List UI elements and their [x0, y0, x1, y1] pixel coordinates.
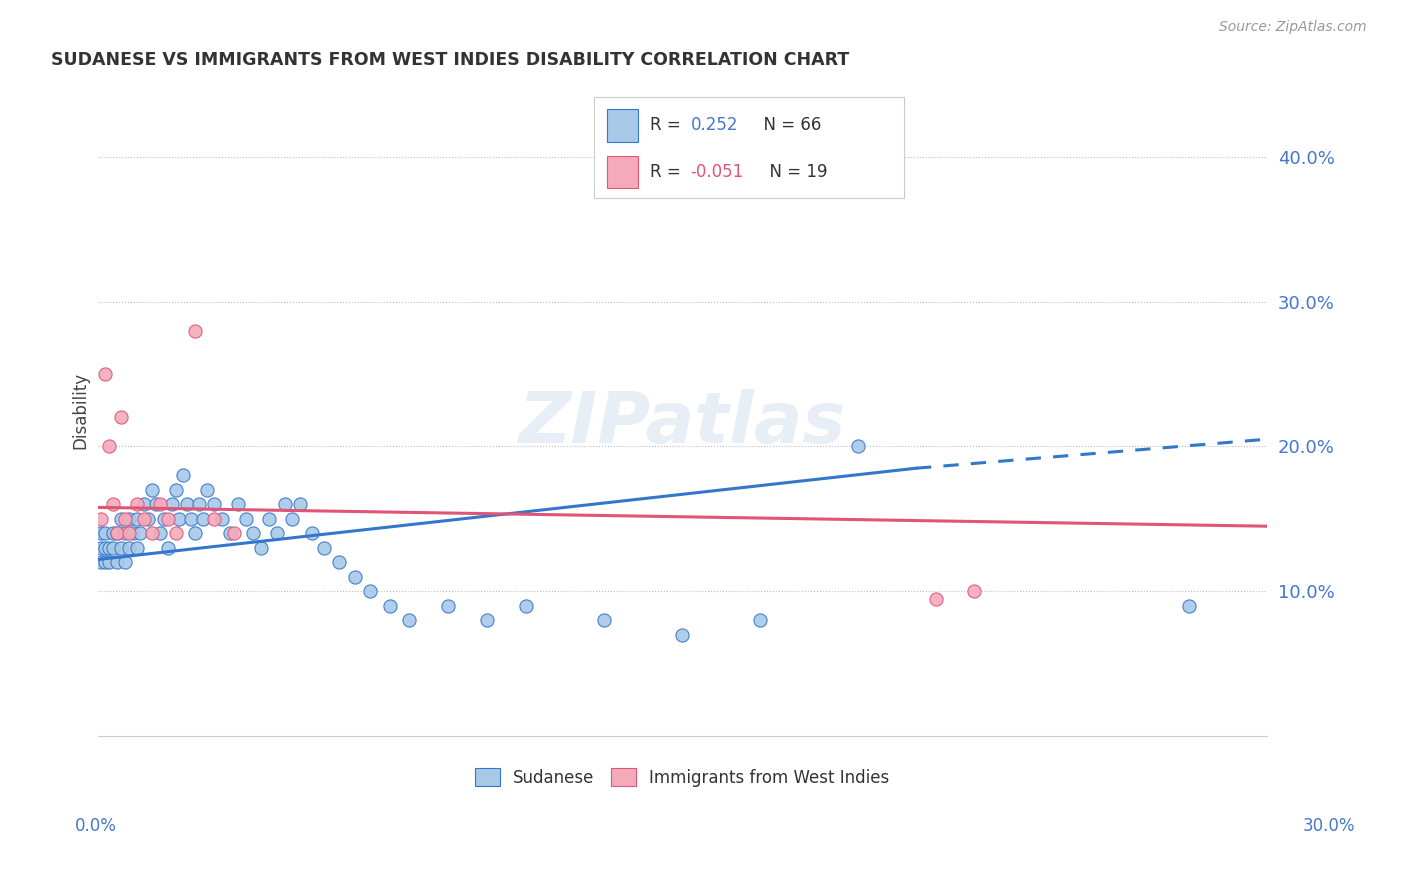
Point	[235, 512, 257, 526]
Point	[343, 570, 366, 584]
Point	[110, 512, 132, 526]
Point	[160, 498, 183, 512]
Legend: Sudanese, Immigrants from West Indies: Sudanese, Immigrants from West Indies	[468, 762, 896, 793]
Text: ZIPatlas: ZIPatlas	[519, 389, 846, 458]
Point	[149, 498, 172, 512]
Text: 30.0%: 30.0%	[1302, 817, 1355, 835]
Point	[191, 512, 214, 526]
Point	[114, 556, 136, 570]
Point	[153, 512, 176, 526]
Point	[145, 498, 167, 512]
Point	[149, 526, 172, 541]
Point	[90, 556, 112, 570]
Point	[257, 512, 280, 526]
Point	[204, 512, 226, 526]
Text: SUDANESE VS IMMIGRANTS FROM WEST INDIES DISABILITY CORRELATION CHART: SUDANESE VS IMMIGRANTS FROM WEST INDIES …	[51, 51, 849, 69]
Point	[94, 367, 117, 381]
Point	[301, 526, 323, 541]
Point	[273, 498, 295, 512]
Point	[378, 599, 401, 613]
Point	[101, 526, 124, 541]
Point	[165, 483, 187, 497]
Point	[94, 556, 117, 570]
Point	[219, 526, 242, 541]
Point	[125, 512, 148, 526]
Point	[195, 483, 218, 497]
Point	[226, 498, 249, 512]
Point	[134, 498, 156, 512]
Point	[312, 541, 335, 555]
Point	[98, 556, 121, 570]
Point	[477, 614, 499, 628]
Point	[114, 526, 136, 541]
Point	[924, 591, 946, 606]
Point	[105, 556, 128, 570]
Point	[281, 512, 304, 526]
Point	[211, 512, 233, 526]
Point	[141, 526, 163, 541]
Point	[176, 498, 198, 512]
Point	[963, 584, 986, 599]
Point	[110, 410, 132, 425]
Point	[98, 541, 121, 555]
Point	[134, 512, 156, 526]
Point	[94, 541, 117, 555]
Point	[172, 468, 194, 483]
Point	[169, 512, 191, 526]
Point	[105, 526, 128, 541]
Text: Source: ZipAtlas.com: Source: ZipAtlas.com	[1219, 21, 1367, 34]
Point	[129, 526, 152, 541]
Point	[398, 614, 420, 628]
Point	[204, 498, 226, 512]
Point	[846, 440, 869, 454]
Point	[118, 512, 141, 526]
Point	[125, 498, 148, 512]
Point	[136, 512, 159, 526]
Point	[180, 512, 202, 526]
Point	[114, 512, 136, 526]
Point	[105, 526, 128, 541]
Point	[266, 526, 288, 541]
Point	[1178, 599, 1201, 613]
Point	[90, 541, 112, 555]
Text: 0.0%: 0.0%	[75, 817, 117, 835]
Point	[437, 599, 460, 613]
Point	[118, 541, 141, 555]
Point	[90, 526, 112, 541]
Point	[222, 526, 245, 541]
Point	[110, 541, 132, 555]
Point	[593, 614, 616, 628]
Point	[118, 526, 141, 541]
Point	[184, 526, 207, 541]
Point	[749, 614, 772, 628]
Point	[101, 498, 124, 512]
Point	[125, 541, 148, 555]
Point	[165, 526, 187, 541]
Point	[141, 483, 163, 497]
Point	[184, 324, 207, 338]
Point	[359, 584, 381, 599]
Point	[671, 628, 693, 642]
Point	[90, 512, 112, 526]
Point	[187, 498, 209, 512]
Point	[98, 440, 121, 454]
Point	[94, 526, 117, 541]
Y-axis label: Disability: Disability	[72, 372, 89, 449]
Point	[156, 512, 179, 526]
Point	[242, 526, 264, 541]
Point	[101, 541, 124, 555]
Point	[515, 599, 537, 613]
Point	[121, 526, 143, 541]
Point	[290, 498, 312, 512]
Point	[250, 541, 273, 555]
Point	[328, 556, 350, 570]
Point	[156, 541, 179, 555]
